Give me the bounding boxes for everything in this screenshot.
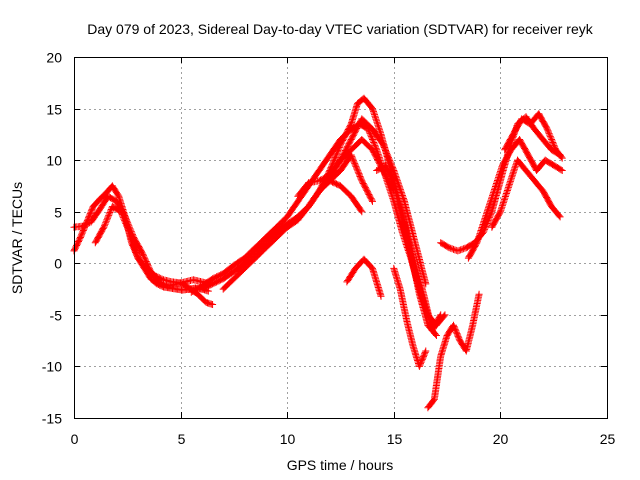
series-markers <box>294 136 398 200</box>
series-track-14 <box>424 290 483 412</box>
series-track-10 <box>343 255 385 300</box>
series-track-8 <box>294 136 398 200</box>
x-tick-label: 15 <box>387 431 403 447</box>
chart-title: Day 079 of 2023, Sidereal Day-to-day VTE… <box>87 21 593 37</box>
series-layer <box>70 94 566 412</box>
y-tick-label: 5 <box>54 205 62 221</box>
plot-frame <box>74 57 608 419</box>
series-track-18 <box>501 110 566 162</box>
series-markers <box>488 156 564 231</box>
series-track-3 <box>91 203 217 309</box>
series-track-13 <box>390 264 430 370</box>
grid <box>74 57 607 418</box>
series-markers <box>343 255 385 300</box>
series-track-12 <box>394 197 445 334</box>
y-tick-label: 0 <box>54 256 62 272</box>
x-tick-label: 5 <box>178 431 186 447</box>
y-tick-label: 20 <box>46 50 62 66</box>
series-markers <box>315 177 366 216</box>
tick-labels: 0 5 10 15 20 25 -15 -10 -5 0 5 10 15 20 <box>42 50 616 448</box>
x-tick-label: 20 <box>493 431 509 447</box>
y-tick-label: -15 <box>42 411 62 427</box>
series-markers <box>394 197 445 334</box>
series-markers <box>501 110 566 162</box>
y-axis-label: SDTVAR / TECUs <box>9 182 25 294</box>
y-tick-label: 15 <box>46 102 62 118</box>
series-markers <box>390 264 430 370</box>
y-tick-label: 10 <box>46 153 62 169</box>
series-track-16 <box>464 136 566 262</box>
series-track-9 <box>315 177 366 216</box>
x-tick-label: 10 <box>280 431 296 447</box>
series-markers <box>424 290 483 412</box>
series-markers <box>91 203 217 309</box>
y-tick-label: -10 <box>42 359 62 375</box>
axis-ticks <box>74 57 608 419</box>
series-track-17 <box>488 156 564 231</box>
x-axis-label: GPS time / hours <box>287 457 394 473</box>
x-tick-label: 0 <box>71 431 79 447</box>
x-tick-label: 25 <box>600 431 616 447</box>
series-markers <box>464 136 566 262</box>
y-tick-label: -5 <box>50 308 63 324</box>
